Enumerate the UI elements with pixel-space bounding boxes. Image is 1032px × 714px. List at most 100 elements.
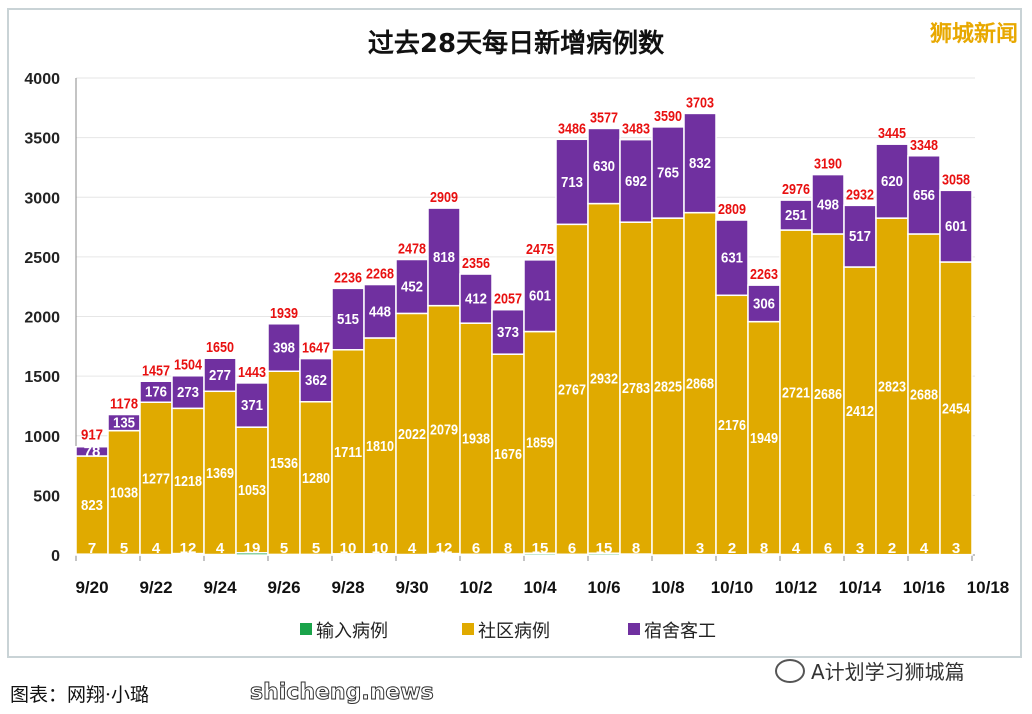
bar-dormitory: [939, 189, 973, 263]
data-label-imported: 4: [216, 540, 225, 557]
data-label-imported: 4: [152, 540, 161, 557]
data-label-imported: 6: [568, 540, 576, 557]
x-tick-label: 10/4: [523, 578, 557, 597]
data-label-total: 2976: [782, 181, 810, 198]
data-label-community: 2176: [718, 417, 746, 434]
data-label-imported: 8: [504, 540, 512, 557]
data-label-dormitory: 452: [401, 278, 423, 295]
legend-swatch: [300, 623, 312, 635]
data-label-community: 2079: [430, 422, 458, 439]
bar-dormitory: [459, 273, 493, 324]
data-label-dormitory: 135: [113, 415, 135, 432]
data-label-community: 2767: [558, 381, 586, 398]
data-label-dormitory: 692: [625, 173, 647, 190]
data-label-community: 2823: [878, 378, 906, 395]
x-tick-label: 10/16: [903, 578, 946, 597]
bar-community: [107, 429, 141, 556]
data-label-dormitory: 373: [497, 324, 519, 341]
bar-dormitory: [715, 219, 749, 297]
x-tick-label: 9/28: [331, 578, 364, 597]
wechat-account-name: A计划学习狮城篇: [811, 660, 965, 684]
y-tick-label: 2000: [24, 310, 60, 327]
bar-dormitory: [811, 173, 845, 235]
data-label-community: 1938: [462, 431, 490, 448]
data-label-imported: 10: [340, 540, 357, 557]
data-label-dormitory: 448: [369, 303, 391, 320]
data-label-community: 1038: [110, 485, 138, 502]
data-label-dormitory: 630: [593, 158, 615, 175]
data-label-dormitory: 176: [145, 384, 167, 401]
data-label-imported: 5: [280, 540, 288, 557]
data-label-community: 1536: [270, 455, 298, 472]
y-tick-label: 3500: [24, 131, 60, 148]
data-label-imported: 4: [920, 540, 929, 557]
data-label-total: 3703: [686, 94, 714, 111]
x-tick-label: 10/10: [711, 578, 754, 597]
data-label-imported: 3: [952, 540, 960, 557]
data-label-total: 3486: [558, 120, 586, 137]
data-label-imported: 4: [408, 540, 417, 557]
data-label-total: 2236: [334, 269, 362, 286]
y-tick-label: 500: [33, 488, 60, 505]
data-label-imported: 5: [120, 540, 128, 557]
bar-dormitory: [267, 323, 301, 372]
data-label-imported: 19: [244, 540, 261, 557]
data-label-dormitory: 515: [337, 311, 359, 328]
watermark-logo: 狮城新闻: [929, 22, 1018, 47]
x-tick-label: 9/24: [203, 578, 237, 597]
data-label-total: 1647: [302, 340, 330, 357]
data-label-total: 2932: [846, 186, 874, 203]
data-label-imported: 6: [472, 540, 480, 557]
bar-community: [395, 312, 429, 556]
bar-community: [683, 211, 717, 556]
y-tick-label: 3000: [24, 190, 60, 207]
data-label-imported: 4: [792, 540, 801, 557]
bar-dormitory: [203, 357, 237, 393]
bar-dormitory: [491, 308, 525, 355]
data-label-imported: 10: [372, 540, 389, 557]
data-label-dormitory: 713: [561, 174, 583, 191]
bar-dormitory: [235, 382, 269, 428]
data-label-dormitory: 517: [849, 228, 871, 245]
bar-dormitory: [523, 259, 557, 333]
data-label-community: 2688: [910, 386, 938, 403]
legend-label: 社区病例: [478, 621, 550, 642]
y-tick-label: 1500: [24, 369, 60, 386]
data-label-dormitory: 498: [817, 196, 839, 213]
data-label-community: 2686: [814, 386, 842, 403]
data-label-dormitory: 601: [945, 218, 967, 235]
data-label-total: 2057: [494, 291, 522, 308]
data-label-imported: 3: [856, 540, 864, 557]
data-label-imported: 15: [532, 540, 549, 557]
bar-dormitory: [779, 199, 813, 231]
chart-credit: 图表：网翔·小璐: [10, 684, 150, 706]
data-label-community: 1859: [526, 434, 554, 451]
bar-community: [811, 233, 845, 556]
data-label-community: 1218: [174, 473, 202, 490]
bar-community: [651, 217, 685, 556]
data-label-imported: 8: [632, 540, 640, 557]
data-label-imported: 3: [696, 540, 704, 557]
data-label-total: 2475: [526, 241, 554, 258]
data-label-community: 2932: [590, 370, 618, 387]
y-tick-label: 2500: [24, 250, 60, 267]
data-label-total: 2356: [462, 255, 490, 272]
data-label-dormitory: 832: [689, 155, 711, 172]
bar-community: [459, 322, 493, 556]
data-label-community: 1810: [366, 438, 394, 455]
data-label-imported: 6: [824, 540, 832, 557]
data-label-dormitory: 78: [84, 443, 101, 460]
data-label-dormitory: 631: [721, 250, 743, 267]
x-tick-label: 9/26: [267, 578, 300, 597]
x-tick-label: 9/30: [395, 578, 428, 597]
bar-dormitory: [299, 357, 333, 403]
data-label-community: 1369: [206, 465, 234, 482]
data-label-dormitory: 306: [753, 295, 775, 312]
legend-swatch: [462, 623, 474, 635]
data-label-total: 3190: [814, 156, 842, 173]
data-label-total: 1443: [238, 364, 266, 381]
data-label-total: 1178: [110, 396, 138, 413]
data-label-total: 3590: [654, 108, 682, 125]
bar-dormitory: [843, 204, 877, 268]
data-label-community: 2022: [398, 426, 426, 443]
